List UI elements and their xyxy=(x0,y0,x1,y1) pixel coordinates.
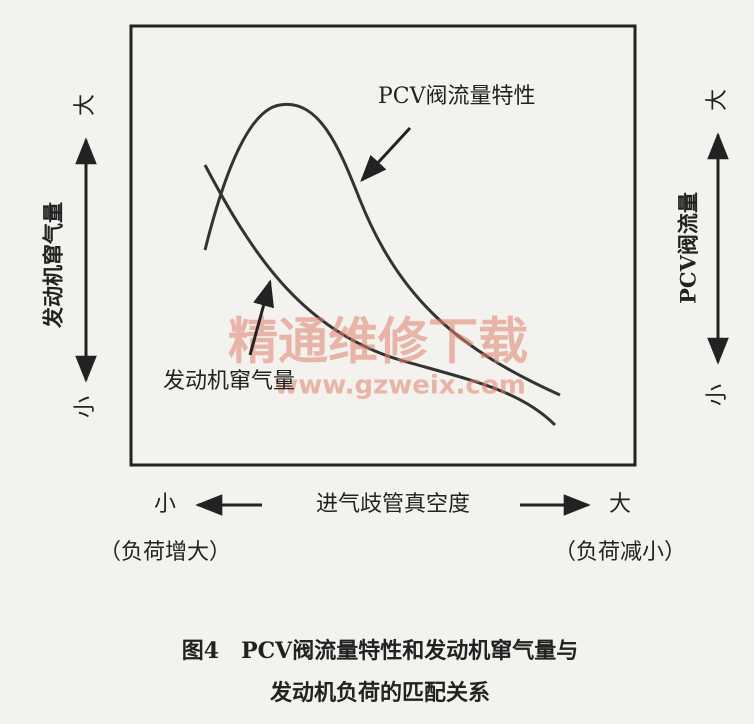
left-axis-bottom: 小 xyxy=(73,396,98,418)
bottom-axis-label: 进气歧管真空度 xyxy=(316,492,470,517)
pcv-curve xyxy=(203,102,561,397)
annotation-arrow xyxy=(360,126,412,182)
watermark-url: www.gzweix.com xyxy=(274,371,526,401)
annotation: 发动机窜气量 xyxy=(163,369,295,394)
left-axis-top: 大 xyxy=(73,94,98,116)
right-axis-bottom: 小 xyxy=(705,384,730,406)
left-axis-label: 发动机窜气量 xyxy=(41,202,66,329)
plot-frame xyxy=(129,24,637,467)
right-axis-label: PCV阀流量 xyxy=(676,192,701,304)
bottom-axis-left: 小 xyxy=(154,492,176,517)
annotation-arrow xyxy=(248,279,274,356)
watermark-title: 精通维修下载 xyxy=(228,313,528,371)
caption: 图4 PCV阀流量特性和发动机窜气量与 xyxy=(182,638,578,664)
bottom-axis-note: （负荷增大） xyxy=(99,540,231,565)
bottom-axis-right: 大 xyxy=(609,492,631,517)
annotation: PCV阀流量特性 xyxy=(378,84,536,109)
right-axis-top: 大 xyxy=(705,89,730,111)
bottom-axis-note: （负荷减小） xyxy=(554,540,686,565)
caption: 发动机负荷的匹配关系 xyxy=(269,680,490,706)
blowby-curve xyxy=(203,164,557,427)
